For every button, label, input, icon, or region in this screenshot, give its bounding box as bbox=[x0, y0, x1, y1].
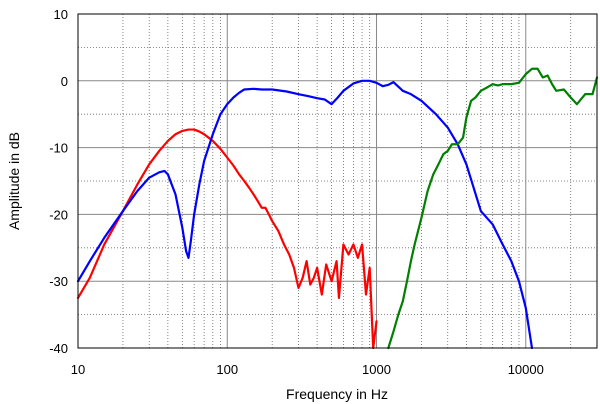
y-tick-label: 0 bbox=[61, 74, 68, 89]
x-tick-label: 1000 bbox=[362, 362, 391, 377]
y-tick-label: 10 bbox=[54, 7, 68, 22]
y-tick-label: -40 bbox=[49, 341, 68, 356]
y-tick-label: -20 bbox=[49, 207, 68, 222]
y-tick-label: -30 bbox=[49, 274, 68, 289]
series-line-1 bbox=[76, 128, 378, 350]
series-line-3 bbox=[387, 67, 599, 350]
x-axis-label: Frequency in Hz bbox=[286, 386, 388, 402]
series-layer bbox=[76, 67, 599, 350]
x-tick-label: 100 bbox=[216, 362, 238, 377]
x-tick-label: 10 bbox=[71, 362, 85, 377]
series-line-2 bbox=[76, 79, 534, 350]
y-tick-label: -10 bbox=[49, 141, 68, 156]
y-axis-label: Amplitude in dB bbox=[6, 132, 22, 230]
plot-frame bbox=[77, 13, 598, 349]
x-tick-label: 10000 bbox=[508, 362, 544, 377]
minor-gridlines bbox=[78, 14, 598, 348]
